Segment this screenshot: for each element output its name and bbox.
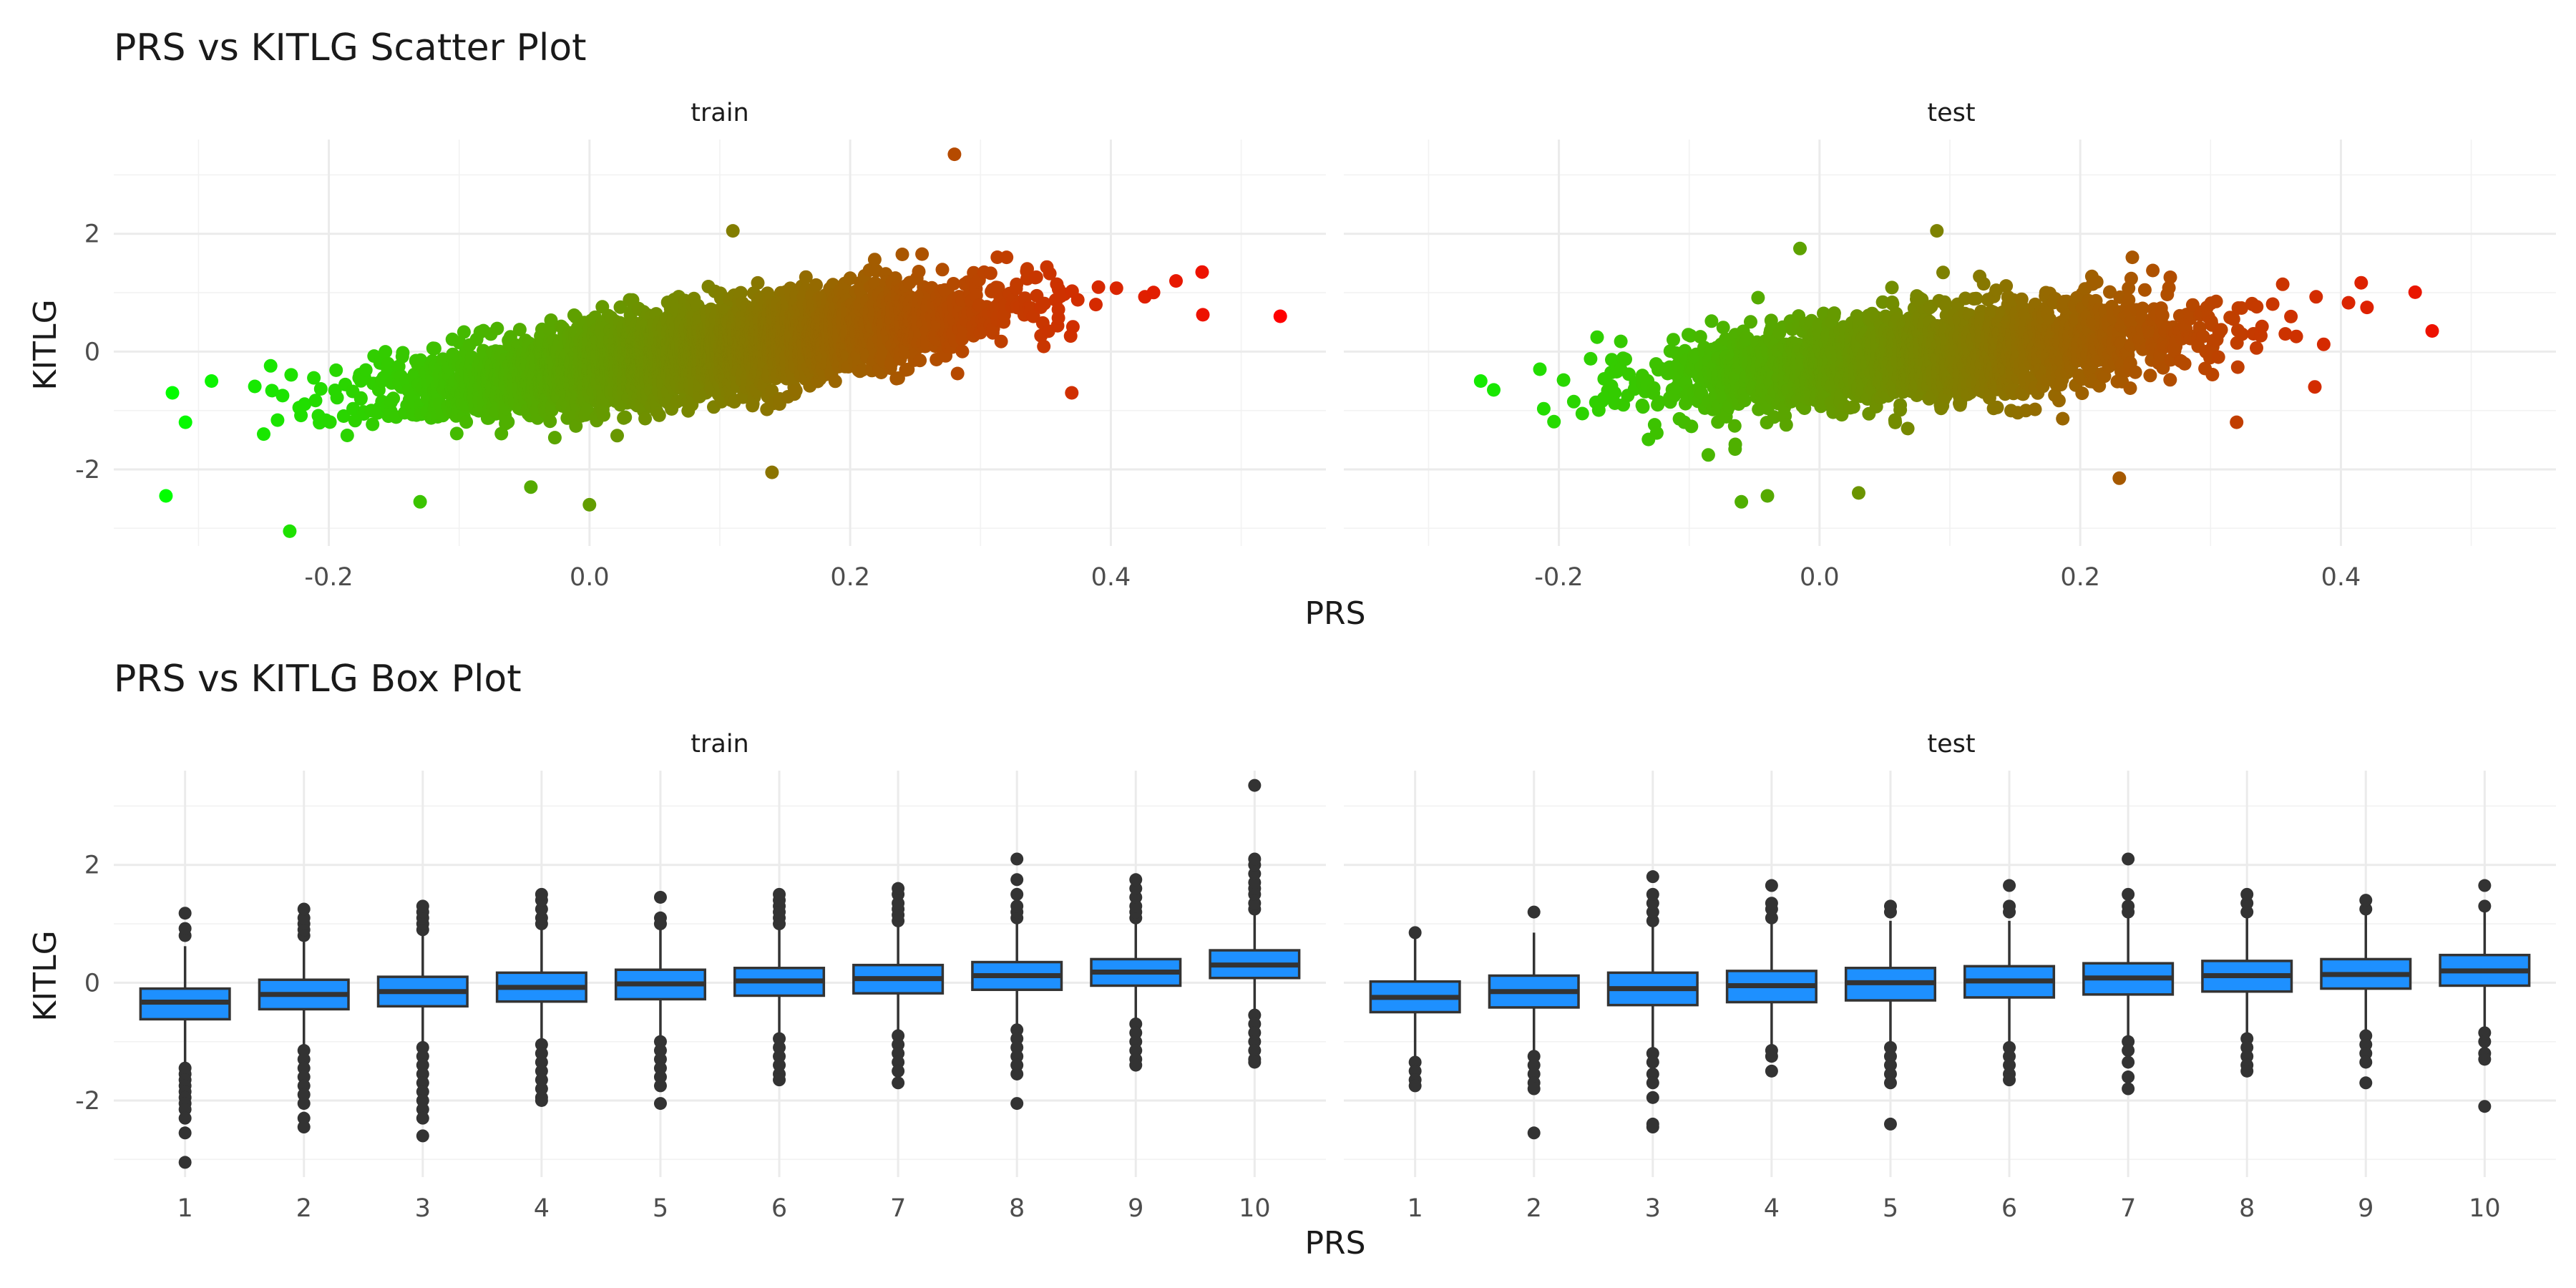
scatter-point xyxy=(386,391,401,406)
scatter-point xyxy=(413,494,427,509)
scatter-points-train xyxy=(159,147,1287,538)
scatter-point xyxy=(353,391,368,405)
scatter-point xyxy=(323,415,337,429)
scatter-point xyxy=(265,384,279,398)
scatter-point xyxy=(547,431,562,445)
scatter-point xyxy=(257,427,270,441)
scatter-point xyxy=(205,374,219,388)
scatter-x-axis-label: PRS xyxy=(1304,595,1365,632)
box-strip-train: train xyxy=(691,730,748,758)
scatter-point xyxy=(610,429,624,443)
scatter-y-axis-label: KITLG xyxy=(27,299,64,390)
scatter-point xyxy=(270,413,285,427)
scatter-point xyxy=(330,391,344,405)
scatter-point xyxy=(298,397,312,411)
scatter-point xyxy=(381,356,395,371)
scatter-point xyxy=(765,465,779,479)
scatter-point xyxy=(524,480,538,494)
scatter-point xyxy=(512,323,527,337)
scatter-point xyxy=(726,224,740,238)
scatter-title: PRS vs KITLG Scatter Plot xyxy=(114,26,587,69)
scatter-panel-train: -0.2 0.0 0.2 0.4 xyxy=(114,140,1326,592)
scatter-point xyxy=(358,363,373,377)
scatter-point xyxy=(283,524,297,538)
box-strip-test: test xyxy=(1927,730,1975,758)
scatter-point xyxy=(294,409,308,423)
scatter-point xyxy=(789,384,803,398)
scatter-point xyxy=(582,497,597,512)
scatter-point xyxy=(263,358,278,373)
scatter-point xyxy=(284,368,298,382)
scatter-point xyxy=(248,379,262,394)
scatter-point xyxy=(307,371,321,385)
scatter-point xyxy=(346,401,360,416)
scatter-point xyxy=(809,278,823,292)
scatter-point xyxy=(652,408,666,422)
scatter-point xyxy=(501,415,515,429)
scatter-point xyxy=(275,389,290,403)
scatter-point xyxy=(336,409,351,423)
scatter-point xyxy=(366,417,380,431)
scatter-point xyxy=(308,394,323,408)
scatter-point xyxy=(165,386,180,400)
scatter-strip-train: train xyxy=(691,99,748,127)
box-x-axis-label: PRS xyxy=(1304,1225,1365,1262)
scatter-point xyxy=(618,410,633,424)
scatter-point xyxy=(638,411,653,426)
scatter-point xyxy=(459,415,474,429)
scatter-point xyxy=(396,346,410,360)
scatter-point xyxy=(449,426,464,441)
scatter-point xyxy=(178,415,192,429)
box-y-axis-label: KITLG xyxy=(27,930,64,1021)
scatter-point xyxy=(490,321,504,336)
scatter-strip-test: test xyxy=(1927,99,1975,127)
scatter-point xyxy=(379,345,393,359)
scatter-point xyxy=(313,382,328,396)
scatter-point xyxy=(751,275,765,290)
scatter-point xyxy=(340,429,354,442)
scatter-point xyxy=(159,489,173,503)
scatter-point xyxy=(457,325,471,339)
box-title: PRS vs KITLG Box Plot xyxy=(114,658,522,701)
scatter-point xyxy=(329,363,343,377)
scatter-point xyxy=(427,341,441,356)
